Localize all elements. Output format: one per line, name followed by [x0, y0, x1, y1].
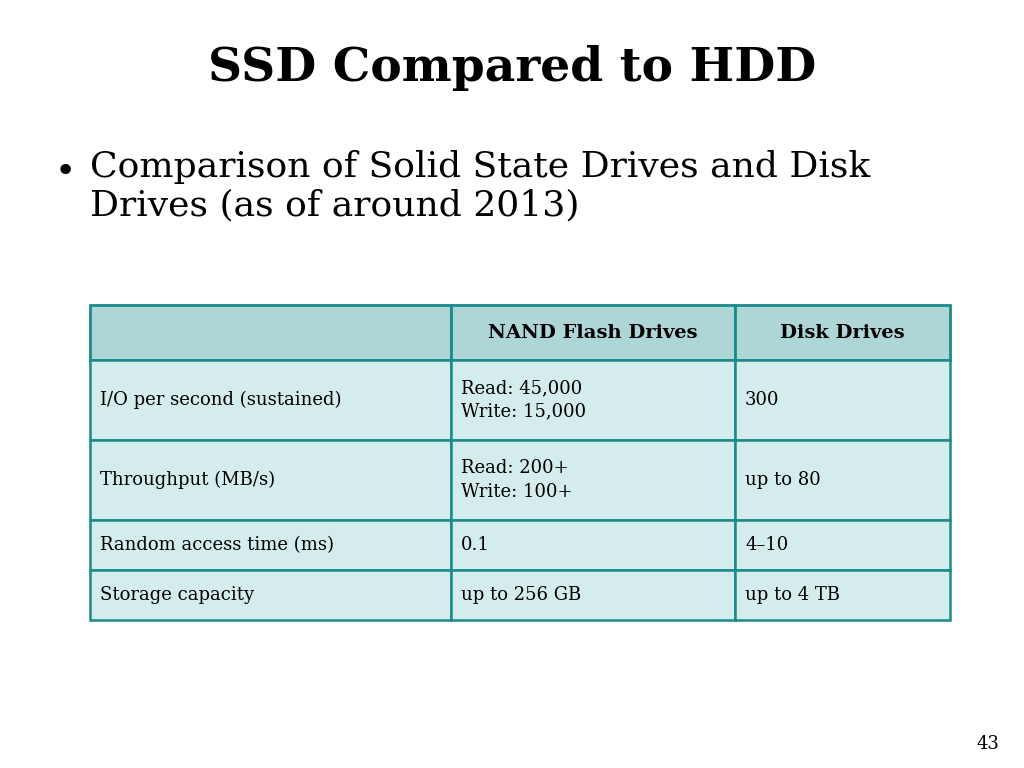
- Bar: [735, 570, 950, 620]
- Bar: [735, 305, 950, 360]
- Text: Disk Drives: Disk Drives: [780, 323, 905, 342]
- Bar: [452, 360, 735, 440]
- Bar: [90, 570, 452, 620]
- Text: Throughput (MB/s): Throughput (MB/s): [100, 471, 275, 489]
- Text: Random access time (ms): Random access time (ms): [100, 536, 334, 554]
- Bar: [452, 440, 735, 520]
- Text: Drives (as of around 2013): Drives (as of around 2013): [90, 188, 580, 222]
- Text: Comparison of Solid State Drives and Disk: Comparison of Solid State Drives and Dis…: [90, 150, 870, 184]
- Text: 0.1: 0.1: [461, 536, 490, 554]
- Text: 300: 300: [745, 391, 779, 409]
- Bar: [90, 440, 452, 520]
- Text: 4–10: 4–10: [745, 536, 788, 554]
- Bar: [90, 360, 452, 440]
- Text: Read: 200+
Write: 100+: Read: 200+ Write: 100+: [461, 459, 572, 501]
- Text: Read: 45,000
Write: 15,000: Read: 45,000 Write: 15,000: [461, 379, 587, 421]
- Text: 43: 43: [976, 735, 999, 753]
- Bar: [452, 520, 735, 570]
- Bar: [735, 360, 950, 440]
- Text: •: •: [55, 155, 76, 189]
- Text: NAND Flash Drives: NAND Flash Drives: [488, 323, 697, 342]
- Text: I/O per second (sustained): I/O per second (sustained): [100, 391, 341, 409]
- Bar: [452, 570, 735, 620]
- Text: up to 256 GB: up to 256 GB: [461, 586, 582, 604]
- Text: up to 4 TB: up to 4 TB: [745, 586, 840, 604]
- Bar: [452, 305, 735, 360]
- Text: Storage capacity: Storage capacity: [100, 586, 254, 604]
- Bar: [90, 520, 452, 570]
- Bar: [735, 520, 950, 570]
- Bar: [90, 305, 452, 360]
- Text: up to 80: up to 80: [745, 471, 821, 489]
- Bar: [735, 440, 950, 520]
- Text: SSD Compared to HDD: SSD Compared to HDD: [208, 45, 816, 91]
